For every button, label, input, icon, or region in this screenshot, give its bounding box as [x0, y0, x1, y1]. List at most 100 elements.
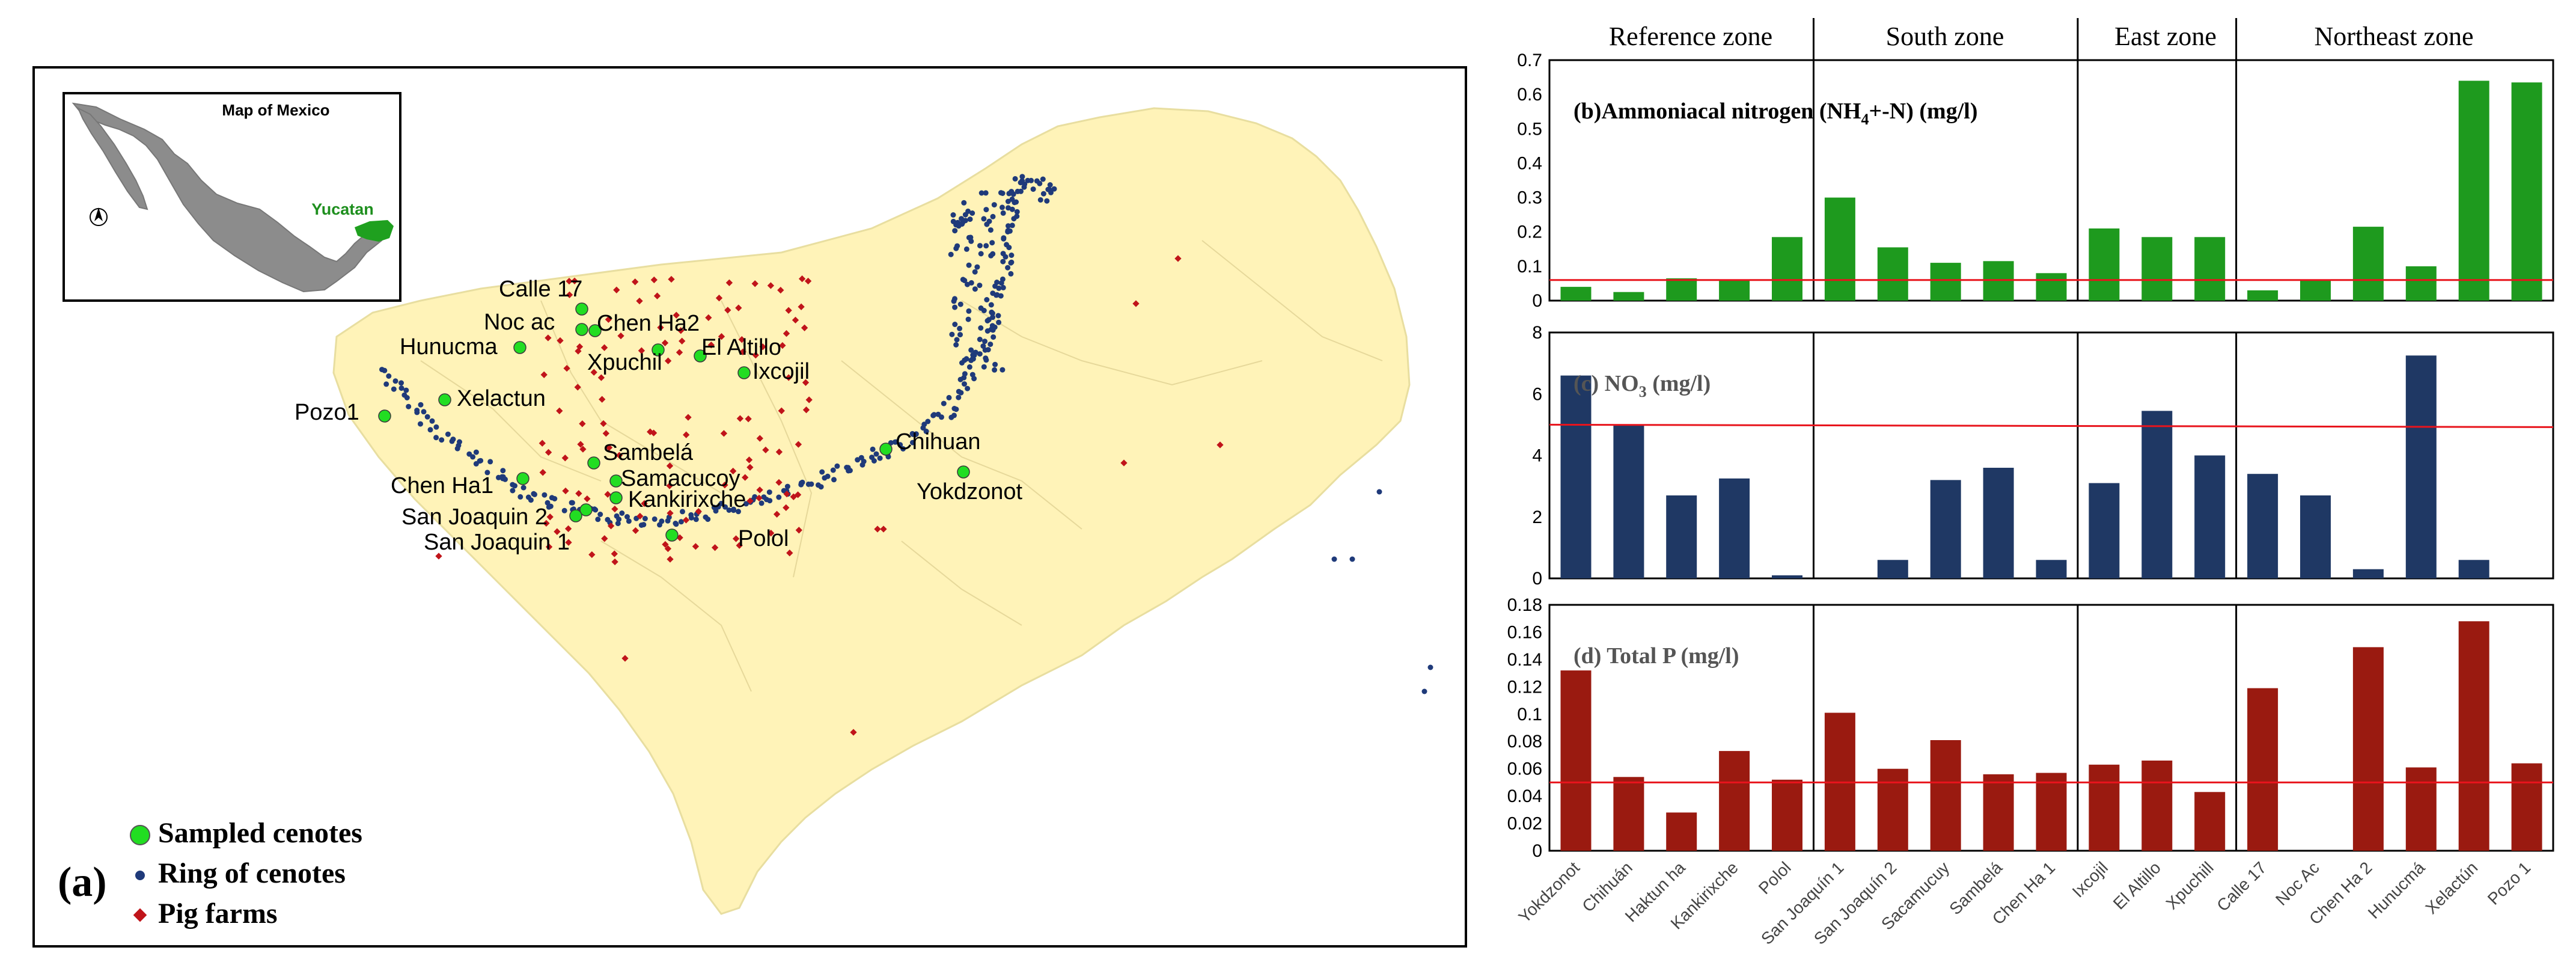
- ring-cenote-dot: [968, 347, 974, 353]
- site-label: Yokdzonot: [917, 479, 1023, 504]
- ring-cenote-dot: [1427, 664, 1433, 670]
- bar: [1613, 424, 1644, 578]
- pig-farm-marker: [1132, 300, 1140, 307]
- ring-cenote-dot: [957, 332, 963, 338]
- zone-header-northeast: Northeast zone: [2314, 22, 2473, 51]
- ring-cenote-dot: [784, 483, 790, 489]
- ring-cenote-dot: [939, 414, 944, 420]
- ring-cenote-dot: [963, 246, 969, 252]
- bar: [1613, 777, 1644, 851]
- ring-cenote-dot: [921, 421, 927, 427]
- x-category-label: Xpuchill: [2162, 858, 2217, 913]
- ring-cenote-dot: [561, 507, 567, 513]
- ring-cenote-dot: [981, 364, 987, 370]
- ring-cenote-dot: [1000, 191, 1006, 196]
- ring-cenote-dot: [680, 509, 685, 515]
- y-tick-label: 0.14: [1507, 650, 1542, 670]
- ring-cenote-dot: [1349, 556, 1355, 562]
- ring-cenote-dot: [781, 488, 787, 494]
- legend-farm-label: Pig farms: [158, 898, 278, 930]
- bar: [2247, 474, 2278, 578]
- bar: [1560, 287, 1592, 301]
- site-labels: Calle 17 Noc ac Chen Ha2 Hunucma Xpuchil El A…: [295, 277, 1023, 555]
- bar: [1824, 197, 1855, 301]
- ring-cenote-dot: [641, 522, 647, 528]
- ring-cenote-dot: [910, 440, 915, 446]
- pig-farm-marker: [695, 508, 702, 515]
- bar: [1877, 768, 1908, 851]
- pig-farm-marker: [650, 276, 658, 284]
- ring-cenote-dot: [1005, 229, 1011, 234]
- ring-cenote-dot: [545, 500, 551, 506]
- bar: [1772, 779, 1802, 851]
- pig-farm-marker: [638, 347, 646, 354]
- site-label: Polol: [738, 526, 789, 551]
- pig-farm-marker: [880, 525, 887, 533]
- north-arrow-icon: [90, 207, 108, 226]
- bar: [1666, 278, 1697, 301]
- ring-cenote-dot: [948, 251, 954, 257]
- ring-cenote-dot: [989, 240, 995, 246]
- pig-farm-marker: [746, 497, 754, 504]
- ring-cenote-dot: [418, 402, 424, 408]
- ring-cenote-dot: [424, 414, 430, 420]
- ring-cenote-dot: [1030, 186, 1036, 192]
- site-label: Sambelá: [603, 440, 694, 465]
- pig-farm-marker: [579, 420, 586, 427]
- ring-cenote-dot: [990, 213, 996, 219]
- ring-cenote-dot: [986, 218, 992, 224]
- ring-cenote-dot: [978, 190, 984, 196]
- sampled-cenote-marker: [609, 474, 623, 488]
- pig-farm-marker: [683, 431, 690, 438]
- ring-cenote-dot: [391, 386, 397, 392]
- pig-farm-marker: [632, 527, 639, 534]
- bar: [1666, 495, 1697, 578]
- pig-farm-marker: [667, 556, 674, 563]
- ring-cenote-dot: [1021, 184, 1027, 190]
- ring-cenote-dot: [1012, 176, 1018, 182]
- ring-cenote-dot: [1008, 271, 1014, 277]
- ring-cenote-dot: [1009, 189, 1015, 195]
- ring-cenote-dot: [968, 238, 974, 244]
- ring-cenote-dot: [946, 394, 952, 400]
- ring-cenote-dot: [642, 516, 648, 521]
- ring-cenote-dot: [992, 361, 998, 367]
- ring-cenote-dot: [967, 216, 973, 222]
- sampled-cenote-marker: [513, 341, 526, 354]
- bar: [1877, 247, 1908, 301]
- sampled-cenote-marker: [588, 324, 602, 337]
- sampled-cenote-marker: [575, 302, 588, 316]
- pig-farm-marker: [718, 333, 725, 340]
- ring-cenote-dot: [988, 302, 994, 308]
- pig-farm-marker: [604, 491, 611, 498]
- y-tick-label: 0.2: [1517, 222, 1542, 242]
- pig-farm-marker: [632, 278, 639, 286]
- ring-cenote-dot: [953, 342, 959, 348]
- ring-cenote-dot: [983, 207, 989, 213]
- ring-cenote-dot: [421, 409, 427, 415]
- sampled-cenote-marker: [575, 323, 588, 336]
- pig-farm-marker: [615, 452, 623, 459]
- pig-farm-marker: [739, 348, 746, 355]
- pig-farm-marker: [677, 327, 685, 334]
- bar: [2458, 81, 2489, 301]
- x-category-label: Polol: [1755, 858, 1795, 898]
- inset-title: Map of Mexico: [222, 101, 329, 119]
- ring-cenote-dot: [845, 465, 851, 471]
- bar: [2300, 280, 2331, 301]
- bar: [2141, 237, 2173, 301]
- ring-cenote-dot: [989, 309, 995, 315]
- ring-cenote-dot: [614, 513, 620, 519]
- ring-cenote-dot: [1001, 235, 1007, 241]
- ring-cenote-dot: [970, 355, 976, 361]
- ring-cenote-dot: [931, 412, 937, 418]
- ring-cenote-dot: [1000, 204, 1005, 210]
- panel-a-label: (a): [58, 859, 107, 905]
- bar: [2194, 237, 2226, 301]
- pig-farm-marker: [751, 280, 758, 287]
- y-tick-label: 0.7: [1517, 51, 1542, 70]
- ring-cenote-dot: [615, 521, 621, 527]
- pig-farm-marker: [661, 339, 669, 347]
- pig-farm-marker: [662, 541, 669, 548]
- bar: [2300, 495, 2331, 578]
